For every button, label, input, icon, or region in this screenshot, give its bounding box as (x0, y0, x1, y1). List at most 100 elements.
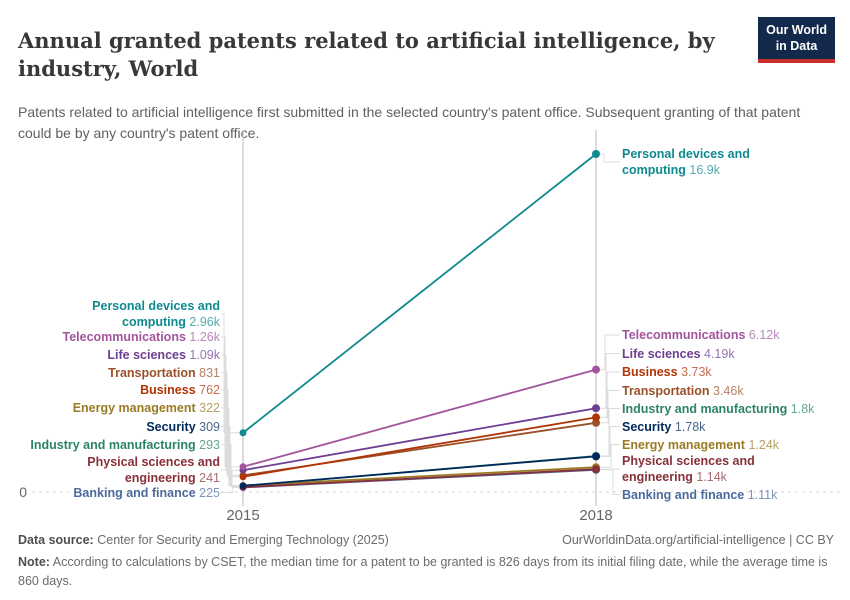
series-value: 1.26k (189, 330, 220, 344)
series-value: 1.8k (790, 401, 815, 416)
series-value: 1.24k (748, 437, 780, 452)
data-point[interactable] (592, 365, 600, 374)
series-label-left[interactable]: Business 762 (15, 382, 220, 398)
owid-logo-text: Our World in Data (758, 17, 835, 60)
label-connector-right (600, 390, 620, 424)
series-label-left[interactable]: Physical sciences and engineering 241 (15, 454, 220, 486)
series-name: Security (622, 419, 672, 434)
series-name: Life sciences (622, 346, 701, 361)
series-value: 4.19k (704, 346, 735, 361)
series-label-left[interactable]: Transportation 831 (15, 365, 220, 381)
series-name: Banking and finance (73, 485, 196, 500)
series-value: 1.14k (696, 470, 727, 484)
series-name: Physical sciences and engineering (622, 454, 755, 484)
chart-footer: Data source: Center for Security and Eme… (18, 531, 834, 590)
series-value: 1.11k (747, 487, 778, 502)
data-point[interactable] (592, 150, 600, 158)
series-line[interactable] (242, 153, 597, 434)
page-subtitle: Patents related to artificial intelligen… (18, 104, 801, 141)
data-point[interactable] (592, 465, 600, 474)
series-value: 6.12k (748, 328, 780, 342)
label-connector-right (600, 426, 620, 457)
series-value: 1.09k (189, 348, 220, 362)
series-label-right[interactable]: Physical sciences and engineering 1.14k (622, 453, 827, 485)
data-point[interactable] (239, 463, 247, 471)
series-label-left[interactable]: Personal devices and computing 2.96k (15, 298, 220, 330)
footnote: Note: According to calculations by CSET,… (18, 553, 840, 591)
series-label-right[interactable]: Banking and finance 1.11k (622, 487, 827, 503)
series-label-right[interactable]: Life sciences 4.19k (622, 346, 827, 362)
series-value: 762 (199, 383, 220, 397)
owid-url-link[interactable]: OurWorldinData.org/artificial-intelligen… (562, 533, 834, 547)
footnote-text: According to calculations by CSET, the m… (18, 554, 828, 588)
label-connector-right (600, 353, 620, 409)
series-value: 2.96k (189, 315, 220, 329)
series-name: Business (140, 383, 196, 397)
series-name: Energy management (622, 437, 745, 452)
series-line[interactable] (242, 416, 597, 478)
series-label-left[interactable]: Life sciences 1.09k (15, 347, 220, 363)
series-name: Telecommunications (622, 328, 746, 342)
label-connector-right (600, 408, 620, 457)
x-tick-label: 2015 (226, 507, 259, 524)
data-point[interactable] (592, 452, 600, 461)
label-connector-left (221, 372, 239, 476)
series-label-right[interactable]: Energy management 1.24k (622, 437, 827, 453)
series-label-right[interactable]: Telecommunications 6.12k (622, 327, 827, 343)
label-connector-left (221, 336, 239, 468)
owid-logo-red-bar (758, 59, 835, 64)
data-point[interactable] (239, 482, 247, 490)
label-connector-right (600, 371, 620, 418)
label-connector-left (221, 389, 239, 478)
series-label-left[interactable]: Security 309 (15, 419, 220, 435)
data-source-value: Center for Security and Emerging Technol… (97, 533, 389, 547)
label-connector-right (600, 153, 620, 163)
series-name: Transportation (622, 383, 710, 398)
series-value: 1.78k (674, 419, 706, 434)
series-label-right[interactable]: Security 1.78k (622, 419, 827, 435)
label-connector-right (600, 334, 620, 371)
data-point[interactable] (239, 429, 247, 437)
series-line[interactable] (242, 368, 597, 468)
label-connector-left (221, 444, 239, 487)
series-value: 831 (199, 365, 220, 380)
series-name: Telecommunications (62, 330, 186, 344)
series-label-left[interactable]: Banking and finance 225 (15, 485, 220, 501)
series-value: 241 (199, 471, 220, 485)
series-value: 3.73k (681, 365, 712, 379)
footnote-label: Note: (18, 554, 50, 569)
series-label-left[interactable]: Energy management 322 (15, 400, 220, 416)
series-line[interactable] (242, 468, 597, 489)
series-value: 293 (199, 437, 220, 452)
series-line[interactable] (242, 466, 597, 487)
page-title: Annual granted patents related to artifi… (18, 28, 715, 81)
owid-logo-line2: in Data (775, 38, 818, 53)
series-line[interactable] (242, 407, 597, 472)
owid-logo[interactable]: Our World in Data (758, 17, 835, 64)
data-source-line: Data source: Center for Security and Eme… (18, 531, 389, 550)
data-point[interactable] (239, 473, 247, 481)
series-label-left[interactable]: Industry and manufacturing 293 (15, 437, 220, 453)
series-label-right[interactable]: Industry and manufacturing 1.8k (622, 401, 827, 417)
data-point[interactable] (592, 404, 600, 413)
series-line[interactable] (242, 455, 597, 487)
series-label-left[interactable]: Telecommunications 1.26k (15, 329, 221, 345)
series-name: Industry and manufacturing (30, 437, 196, 452)
series-name: Transportation (108, 365, 196, 380)
label-connector-right (600, 444, 620, 468)
series-label-right[interactable]: Transportation 3.46k (622, 383, 827, 399)
series-name: Life sciences (107, 348, 186, 362)
data-point[interactable] (592, 413, 600, 422)
series-value: 16.9k (689, 163, 720, 177)
label-connector-left (221, 313, 239, 434)
series-label-right[interactable]: Business 3.73k (622, 364, 827, 380)
owid-logo-line1: Our World (766, 23, 827, 37)
series-name: Physical sciences and engineering (87, 455, 220, 485)
series-name: Personal devices and computing (92, 299, 220, 329)
series-label-right[interactable]: Personal devices and computing 16.9k (622, 146, 827, 178)
x-tick-label: 2018 (579, 507, 612, 524)
label-connector-left (221, 487, 239, 493)
series-value: 225 (199, 485, 220, 500)
